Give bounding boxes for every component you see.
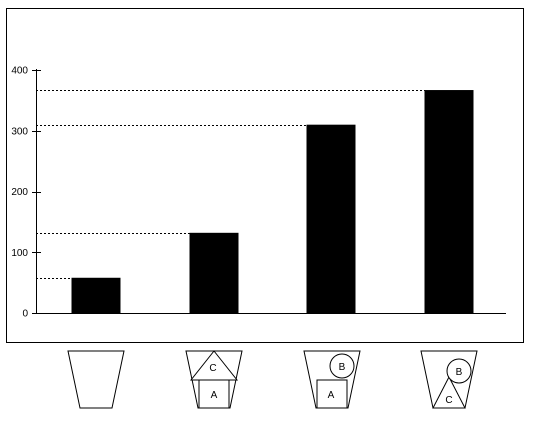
letter-b: B [456,367,463,378]
square-a-shape [198,379,230,409]
cup-outline [67,350,125,409]
y-ticks: 0 100 200 300 400 [11,66,41,320]
reference-lines [36,90,425,279]
y-tick-label: 100 [11,248,28,259]
letter-c: C [445,395,452,406]
letter-c: C [209,363,216,374]
bar [71,277,121,313]
square-a-shape [316,379,348,409]
triangle-c-shape [189,350,239,381]
bar [306,124,356,313]
bars [71,90,474,313]
bar [189,232,239,313]
bar [424,90,474,313]
cup-b-c: C B [420,350,478,409]
y-tick-label: 400 [11,66,28,77]
letter-b: B [339,362,346,373]
cup-empty [67,350,125,409]
y-tick-label: 0 [22,309,28,320]
cup-a-b: A B [303,350,361,409]
cup-a-c: A C [185,350,243,409]
circle-b-shape [329,353,355,379]
triangle-c-shape [432,375,466,409]
y-tick-label: 300 [11,126,28,137]
letter-a: A [211,390,218,401]
circle-b-shape [446,358,472,384]
letter-a: A [328,390,335,401]
y-tick-label: 200 [11,187,28,198]
